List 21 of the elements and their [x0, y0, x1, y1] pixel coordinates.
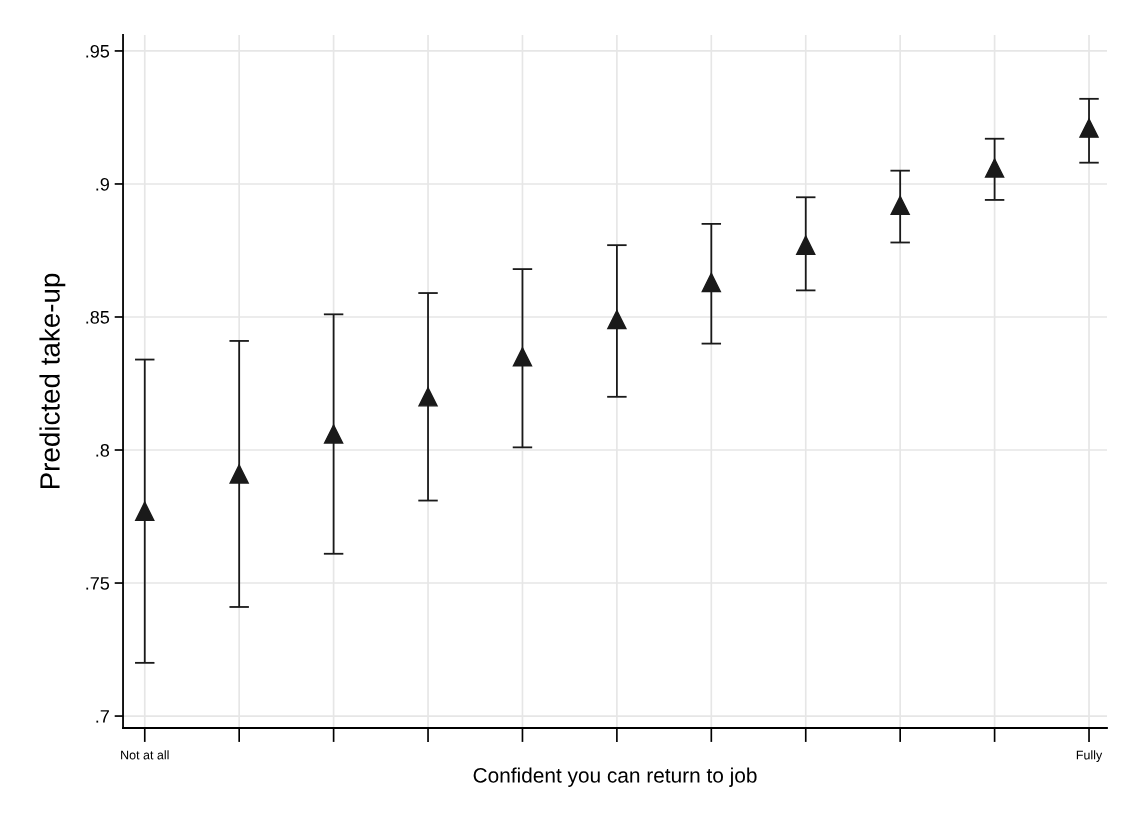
point: [135, 501, 155, 521]
y-tick-label: .9: [96, 177, 109, 191]
x-tick-label: Not at all: [121, 750, 169, 760]
point: [512, 347, 533, 367]
y-tick-label: .7: [96, 710, 109, 723]
point: [607, 309, 627, 330]
x-tick-label: Fully: [1076, 750, 1103, 762]
point: [323, 424, 344, 444]
y-tick-label: .75: [86, 577, 110, 590]
y-tick-label: .8: [96, 443, 110, 457]
point: [229, 464, 249, 484]
point: [984, 158, 1005, 178]
point: [890, 195, 910, 215]
point: [1079, 118, 1099, 138]
y-tick-label: .85: [86, 310, 110, 324]
point: [418, 387, 438, 407]
y-tick-label: .95: [86, 44, 110, 58]
point: [796, 235, 816, 255]
point: [701, 272, 722, 293]
x-axis-title: Confident you can return to job: [473, 767, 757, 787]
y-axis-title: Predicted take-up: [39, 273, 66, 489]
